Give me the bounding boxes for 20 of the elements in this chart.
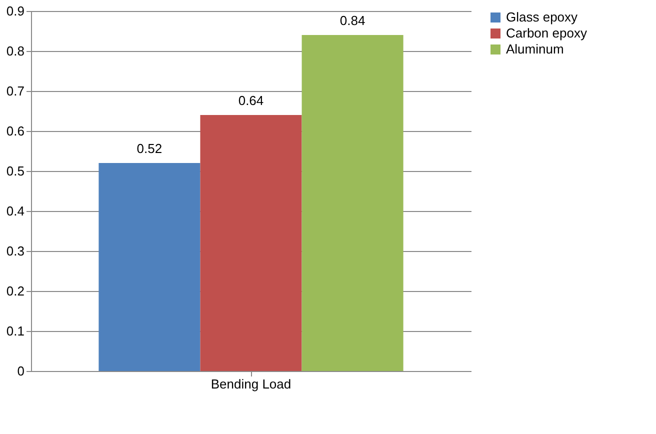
y-tick-label: 0.2: [6, 284, 24, 298]
y-tick-label: 0.9: [6, 4, 24, 18]
y-tick-label: 0.7: [6, 84, 24, 98]
bar: [98, 163, 200, 371]
y-tick-label: 0.3: [6, 244, 24, 258]
y-tick-label: 0: [17, 364, 24, 378]
y-tick-label: 0.8: [6, 44, 24, 58]
data-label: 0.84: [340, 13, 366, 28]
data-label: 0.52: [136, 141, 162, 156]
bar: [200, 115, 302, 371]
y-tick-label: 0.5: [6, 164, 24, 178]
y-tick-label: 0.6: [6, 124, 24, 138]
legend-label: Carbon epoxy: [506, 26, 588, 40]
y-tick-label: 0.1: [6, 324, 24, 338]
legend-label: Aluminum: [506, 42, 564, 56]
bar: [302, 35, 404, 371]
data-label: 0.64: [238, 93, 264, 108]
y-tick-label: 0.4: [6, 204, 24, 218]
legend-label: Glass epoxy: [506, 10, 578, 24]
x-tick-label: Bending Load: [210, 376, 292, 392]
